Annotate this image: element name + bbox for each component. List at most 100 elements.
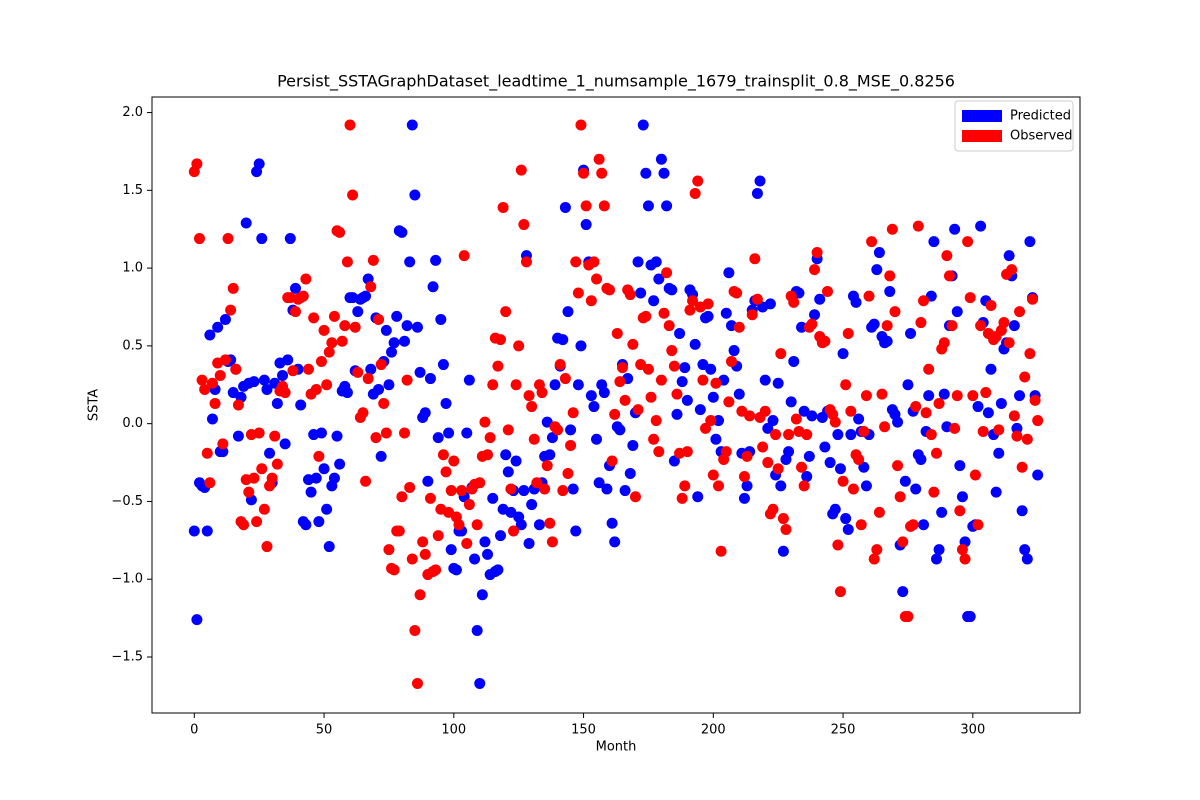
point (248, 376, 260, 388)
point (305, 486, 317, 498)
point (559, 373, 571, 385)
point (832, 539, 844, 551)
point (367, 254, 379, 266)
point (336, 335, 348, 347)
point (692, 175, 704, 187)
point (593, 477, 605, 489)
point (925, 429, 937, 441)
point (474, 477, 486, 489)
point (762, 422, 774, 434)
y-tick-label: 1.5 (122, 183, 143, 198)
point (637, 119, 649, 131)
point (310, 383, 322, 395)
point (518, 219, 530, 231)
point (232, 430, 244, 442)
point (990, 486, 1002, 498)
point (775, 348, 787, 360)
point (341, 387, 353, 399)
point (357, 407, 369, 419)
point (1019, 544, 1031, 556)
point (510, 455, 522, 467)
point (707, 391, 719, 403)
point (432, 530, 444, 542)
point (648, 295, 660, 307)
point (393, 525, 405, 537)
y-tick-label: −0.5 (111, 494, 143, 509)
point (347, 189, 359, 201)
point (796, 321, 808, 333)
point (692, 491, 704, 503)
point (860, 480, 872, 492)
point (544, 449, 556, 461)
point (297, 290, 309, 302)
point (414, 589, 426, 601)
point (409, 625, 421, 637)
point (404, 481, 416, 493)
point (881, 335, 893, 347)
point (785, 396, 797, 408)
point (871, 264, 883, 276)
point (546, 432, 558, 444)
point (282, 354, 294, 366)
point (562, 306, 574, 318)
point (225, 304, 237, 316)
point (777, 545, 789, 557)
point (1019, 371, 1031, 383)
point (409, 189, 421, 201)
point (713, 415, 725, 427)
point (705, 363, 717, 375)
point (209, 397, 221, 409)
point (897, 586, 909, 598)
point (565, 439, 577, 451)
point (580, 219, 592, 231)
point (523, 537, 535, 549)
point (759, 374, 771, 386)
point (681, 446, 693, 458)
point (821, 285, 833, 297)
point (738, 471, 750, 483)
point (559, 201, 571, 213)
point (240, 217, 252, 229)
point (629, 491, 641, 503)
point (248, 472, 260, 484)
point (912, 220, 924, 232)
point (492, 564, 504, 576)
point (585, 295, 597, 307)
point (1003, 337, 1015, 349)
point (764, 298, 776, 310)
point (655, 153, 667, 165)
point (871, 544, 883, 556)
point (845, 429, 857, 441)
point (191, 614, 203, 626)
point (315, 427, 327, 439)
point (832, 429, 844, 441)
point (949, 223, 961, 235)
point (868, 318, 880, 330)
point (513, 340, 525, 352)
point (269, 430, 281, 442)
point (487, 379, 499, 391)
point (435, 313, 447, 325)
point (689, 338, 701, 350)
point (653, 273, 665, 285)
point (954, 505, 966, 517)
point (744, 410, 756, 422)
point (873, 506, 885, 518)
point (962, 236, 974, 248)
y-tick-label: −1.5 (111, 650, 143, 665)
point (938, 337, 950, 349)
point (258, 374, 270, 386)
y-tick-label: 0.5 (122, 338, 143, 353)
point (666, 345, 678, 357)
point (528, 433, 540, 445)
point (741, 480, 753, 492)
point (469, 553, 481, 565)
point (671, 408, 683, 420)
point (863, 290, 875, 302)
point (502, 466, 514, 478)
point (858, 461, 870, 473)
point (360, 290, 372, 302)
point (196, 374, 208, 386)
point (806, 410, 818, 422)
